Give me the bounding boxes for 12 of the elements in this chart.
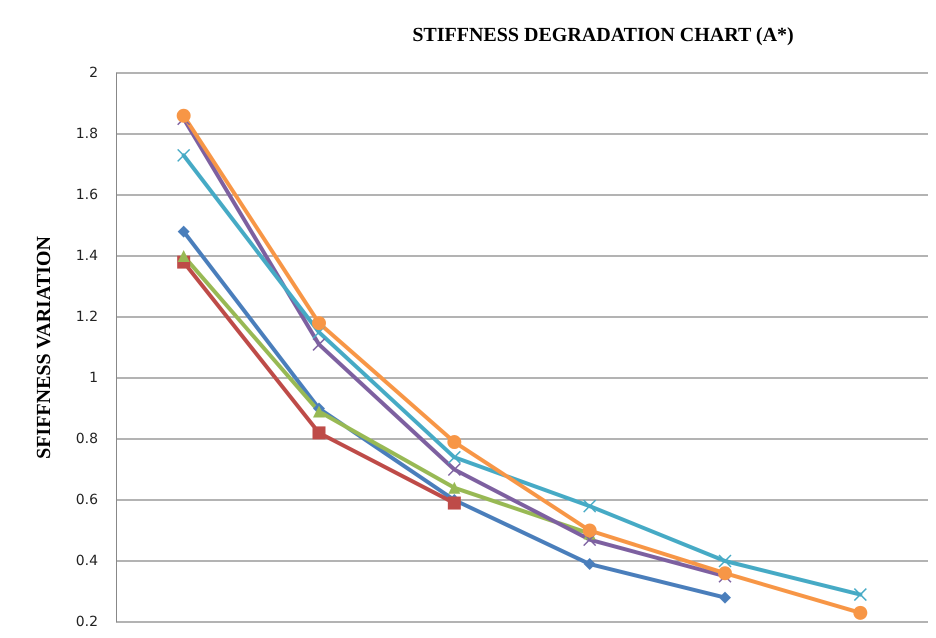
- y-tick-label: 1.2: [76, 309, 98, 325]
- y-tick-label: 1.6: [76, 187, 98, 203]
- y-tick-label: 0.6: [76, 492, 98, 508]
- y-axis-title: SFIFFNESS VARIATION: [33, 236, 55, 459]
- y-tick-label: 0.4: [76, 553, 98, 569]
- y-tick-label: 1.4: [76, 248, 98, 264]
- y-tick-label: 1.8: [76, 126, 98, 142]
- chart-title: STIFFNESS DEGRADATION CHART (A*): [412, 24, 794, 46]
- y-tick-label: 2: [89, 65, 98, 81]
- y-tick-label: 0.2: [76, 614, 98, 630]
- y-tick-label: 0.8: [76, 431, 98, 447]
- y-tick-label: 1: [89, 370, 98, 386]
